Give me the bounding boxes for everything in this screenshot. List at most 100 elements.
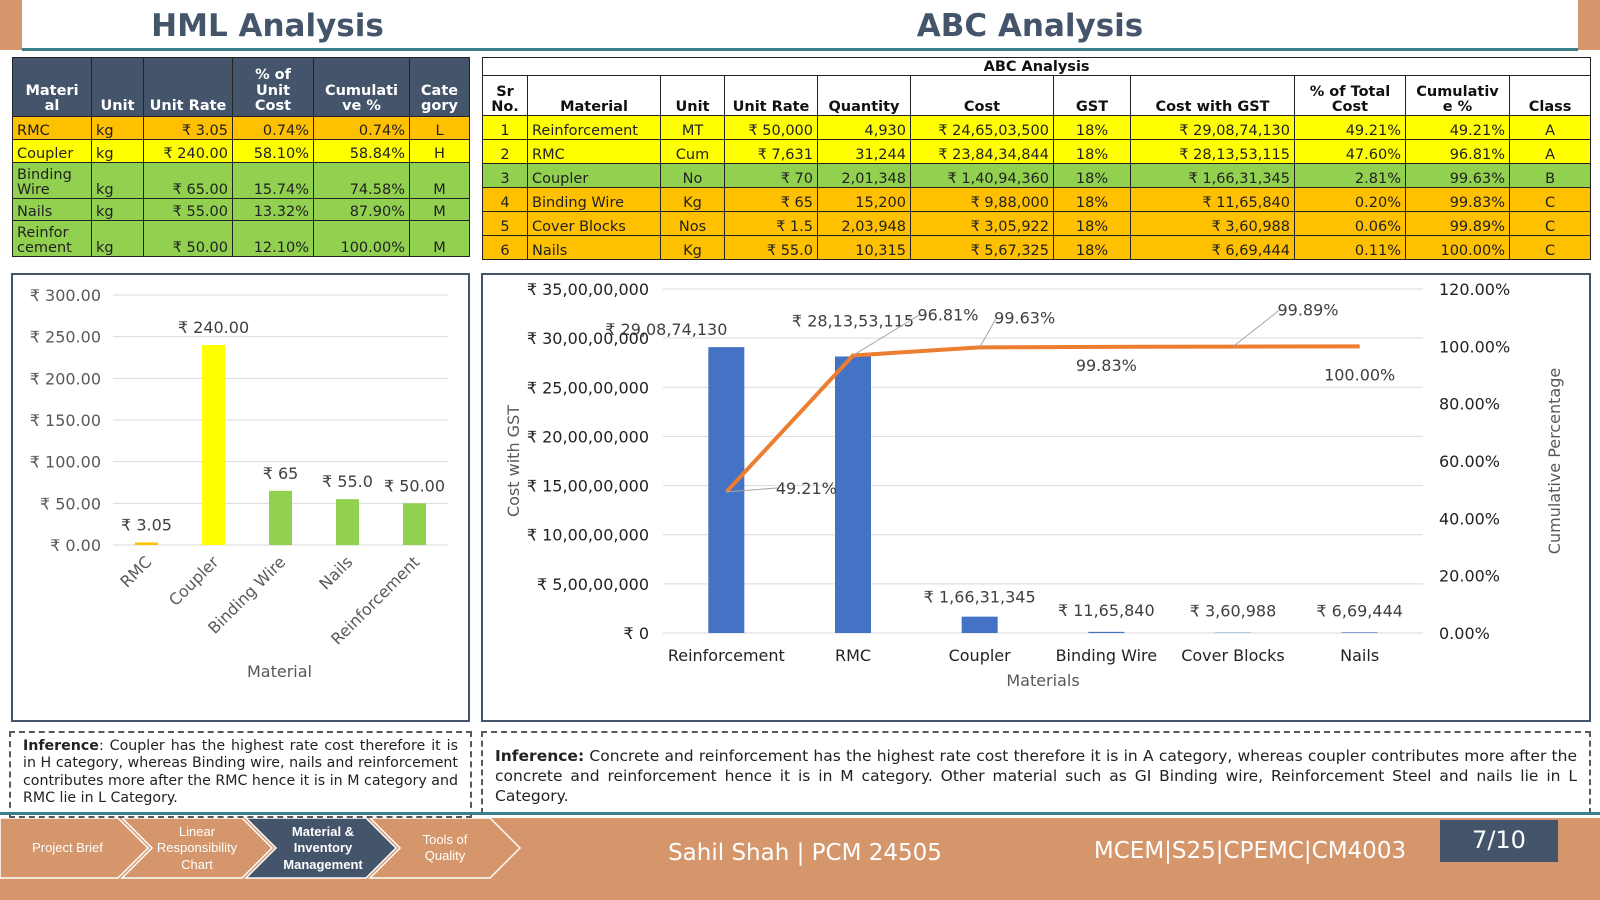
abc-cell-unit: Kg [660, 187, 725, 212]
abc-header-row: Sr No. Material Unit Unit Rate Quantity … [482, 75, 1592, 116]
abc-cell-material: Reinforcement [527, 115, 661, 140]
hml-cell-unit: kg [91, 116, 144, 140]
hml-heading: HML Analysis [151, 8, 384, 44]
abc-cell-quantity: 15,200 [817, 187, 911, 212]
abc-cell-cost: ₹ 23,84,34,844 [910, 139, 1054, 164]
hml-data-label: ₹ 240.00 [178, 318, 249, 337]
abc-cell-gst: 18% [1053, 235, 1131, 260]
hml-rate-chart: ₹ 0.00 ₹ 50.00 ₹ 100.00 ₹ 150.00 ₹ 200.00 ₹ 2… [30, 286, 448, 681]
hml-bar [336, 499, 359, 545]
right-accent-bar [1578, 0, 1600, 50]
hml-data-label: ₹ 50.00 [384, 476, 445, 495]
abc-y2tick-label: 20.00% [1439, 567, 1500, 586]
hml-cell-rate: ₹ 50.00 [143, 220, 233, 257]
abc-cell-sr: 3 [482, 163, 528, 188]
abc-cell-unit: No [660, 163, 725, 188]
hml-data-label: ₹ 3.05 [121, 515, 172, 534]
abc-y2-axis-title: Cumulative Percentage [1545, 368, 1564, 554]
hml-ytick-label: ₹ 100.00 [30, 453, 101, 472]
abc-cell-pct: 47.60% [1294, 139, 1406, 164]
abc-cell-rate: ₹ 1.5 [724, 211, 818, 236]
hml-cell-unit: kg [91, 198, 144, 221]
abc-cell-unit: Kg [660, 235, 725, 260]
abc-inference-text: Concrete and reinforcement has the highe… [495, 747, 1577, 805]
abc-header-sr: Sr No. [482, 75, 528, 116]
abc-bar-data-label: ₹ 11,65,840 [1058, 601, 1155, 620]
hml-cell-unit: kg [91, 220, 144, 257]
hml-x-axis-title: Material [247, 662, 312, 681]
hml-cell-pct: 12.10% [232, 220, 314, 257]
abc-header-cum: Cumulativ e % [1405, 75, 1510, 116]
hml-cell-cum: 58.84% [313, 139, 410, 163]
nav-chevron-tools-of-quality[interactable] [368, 818, 522, 879]
footer-bar: Project Brief Linear Responsibility Char… [0, 818, 1600, 900]
hml-row: Binding Wire kg ₹ 65.00 15.74% 74.58% M [12, 162, 470, 199]
abc-cell-unit: MT [660, 115, 725, 140]
hml-row: Coupler kg ₹ 240.00 58.10% 58.84% H [12, 139, 470, 163]
abc-cell-class: A [1508, 139, 1592, 164]
hml-ytick-label: ₹ 250.00 [30, 328, 101, 347]
footer-course-code: MCEM|S25|CPEMC|CM4003 [1093, 838, 1407, 864]
hml-header-pct: % of Unit Cost [232, 57, 314, 117]
abc-xtick-label: Reinforcement [668, 646, 785, 665]
abc-header-unit: Unit [660, 75, 725, 116]
abc-cell-material: Nails [527, 235, 661, 260]
nav-label-project-brief[interactable]: Project Brief [32, 840, 103, 855]
abc-cell-cost: ₹ 5,67,325 [910, 235, 1054, 260]
nav-chevron-material-inventory[interactable] [244, 818, 398, 879]
nav-chevron-project-brief[interactable] [0, 818, 150, 879]
hml-cell-category: L [409, 116, 470, 140]
hml-cell-cum: 87.90% [313, 198, 410, 221]
abc-cell-material: Cover Blocks [527, 211, 661, 236]
hml-table: Materi al Unit Unit Rate % of Unit Cost … [12, 57, 470, 257]
hml-cell-unit: kg [91, 139, 144, 163]
abc-row: 3 Coupler No ₹ 70 2,01,348 ₹ 1,40,94,360 18% ₹ … [482, 163, 1592, 188]
abc-cell-class: C [1508, 211, 1592, 236]
nav-label-linear-responsibility[interactable]: Linear Responsibility Chart [156, 824, 238, 872]
abc-cell-cost: ₹ 1,40,94,360 [910, 163, 1054, 188]
abc-cell-quantity: 2,01,348 [817, 163, 911, 188]
hml-chart-panel: ₹ 0.00 ₹ 50.00 ₹ 100.00 ₹ 150.00 ₹ 200.00 ₹ 2… [11, 273, 470, 722]
abc-inference-box: Inference: Concrete and reinforcement ha… [481, 731, 1591, 814]
hml-cell-rate: ₹ 65.00 [143, 162, 233, 199]
abc-cell-cost: ₹ 24,65,03,500 [910, 115, 1054, 140]
hml-cell-cum: 0.74% [313, 116, 410, 140]
hml-cell-pct: 0.74% [232, 116, 314, 140]
nav-label-tools-of-quality[interactable]: Tools of Quality [422, 832, 468, 864]
nav-chevron-linear-responsibility[interactable] [120, 818, 274, 879]
abc-header-pct: % of Total Cost [1294, 75, 1406, 116]
hml-cell-category: M [409, 162, 470, 199]
abc-line-label-leader [1232, 309, 1281, 348]
hml-cell-pct: 15.74% [232, 162, 314, 199]
hml-cell-category: M [409, 198, 470, 221]
abc-cell-gst: 18% [1053, 139, 1131, 164]
abc-header-class: Class [1508, 75, 1592, 116]
hml-cell-cum: 100.00% [313, 220, 410, 257]
abc-cell-cum: 100.00% [1405, 235, 1510, 260]
abc-xtick-label: Nails [1340, 646, 1379, 665]
abc-cumulative-line [724, 344, 1360, 494]
abc-bar [961, 616, 998, 633]
abc-cell-cost-gst: ₹ 29,08,74,130 [1130, 115, 1295, 140]
abc-cell-unit: Cum [660, 139, 725, 164]
hml-cell-rate: ₹ 3.05 [143, 116, 233, 140]
nav-label-material-inventory[interactable]: Material & Inventory Management [283, 824, 363, 872]
abc-line-data-label: 100.00% [1324, 365, 1395, 384]
hml-data-label: ₹ 65 [263, 464, 299, 483]
abc-xtick-label: Binding Wire [1056, 646, 1158, 665]
abc-line-data-label: 99.83% [1076, 356, 1137, 375]
abc-cell-class: C [1508, 187, 1592, 212]
abc-bar-data-label: ₹ 28,13,53,115 [792, 311, 914, 330]
abc-cell-gst: 18% [1053, 115, 1131, 140]
abc-cell-rate: ₹ 55.0 [724, 235, 818, 260]
abc-cell-class: A [1508, 115, 1592, 140]
abc-header-material: Material [527, 75, 661, 116]
abc-xtick-label: Cover Blocks [1181, 646, 1285, 665]
hml-data-label: ₹ 55.0 [322, 472, 373, 491]
abc-cell-cum: 99.89% [1405, 211, 1510, 236]
footer-author: Sahil Shah | PCM 24505 [668, 840, 942, 866]
abc-pareto-chart: ₹ 0 ₹ 5,00,00,000 ₹ 10,00,00,000 ₹ 15,00,00… [504, 280, 1564, 690]
abc-ytick-label: ₹ 20,00,00,000 [527, 427, 649, 446]
abc-cell-pct: 0.20% [1294, 187, 1406, 212]
hml-cell-category: H [409, 139, 470, 163]
